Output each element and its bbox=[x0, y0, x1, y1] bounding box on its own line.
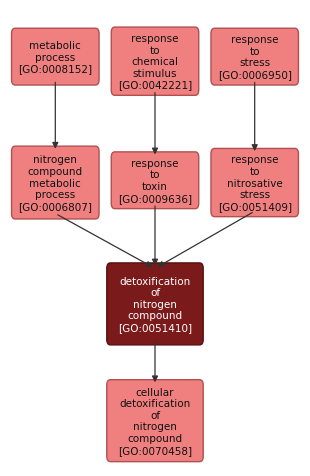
FancyBboxPatch shape bbox=[111, 152, 199, 209]
Text: response
to
chemical
stimulus
[GO:0042221]: response to chemical stimulus [GO:004222… bbox=[118, 34, 192, 90]
Text: nitrogen
compound
metabolic
process
[GO:0006807]: nitrogen compound metabolic process [GO:… bbox=[18, 155, 92, 211]
Text: response
to
nitrosative
stress
[GO:0051409]: response to nitrosative stress [GO:00514… bbox=[218, 155, 292, 211]
FancyBboxPatch shape bbox=[11, 29, 99, 86]
Text: metabolic
process
[GO:0008152]: metabolic process [GO:0008152] bbox=[18, 41, 92, 74]
FancyBboxPatch shape bbox=[211, 29, 299, 86]
FancyBboxPatch shape bbox=[111, 28, 199, 96]
Text: cellular
detoxification
of
nitrogen
compound
[GO:0070458]: cellular detoxification of nitrogen comp… bbox=[118, 387, 192, 455]
Text: detoxification
of
nitrogen
compound
[GO:0051410]: detoxification of nitrogen compound [GO:… bbox=[118, 276, 192, 332]
FancyBboxPatch shape bbox=[107, 263, 203, 345]
Text: response
to
toxin
[GO:0009636]: response to toxin [GO:0009636] bbox=[118, 159, 192, 203]
FancyBboxPatch shape bbox=[211, 149, 299, 217]
Text: response
to
stress
[GO:0006950]: response to stress [GO:0006950] bbox=[218, 35, 292, 80]
FancyBboxPatch shape bbox=[11, 147, 99, 219]
FancyBboxPatch shape bbox=[107, 380, 203, 462]
